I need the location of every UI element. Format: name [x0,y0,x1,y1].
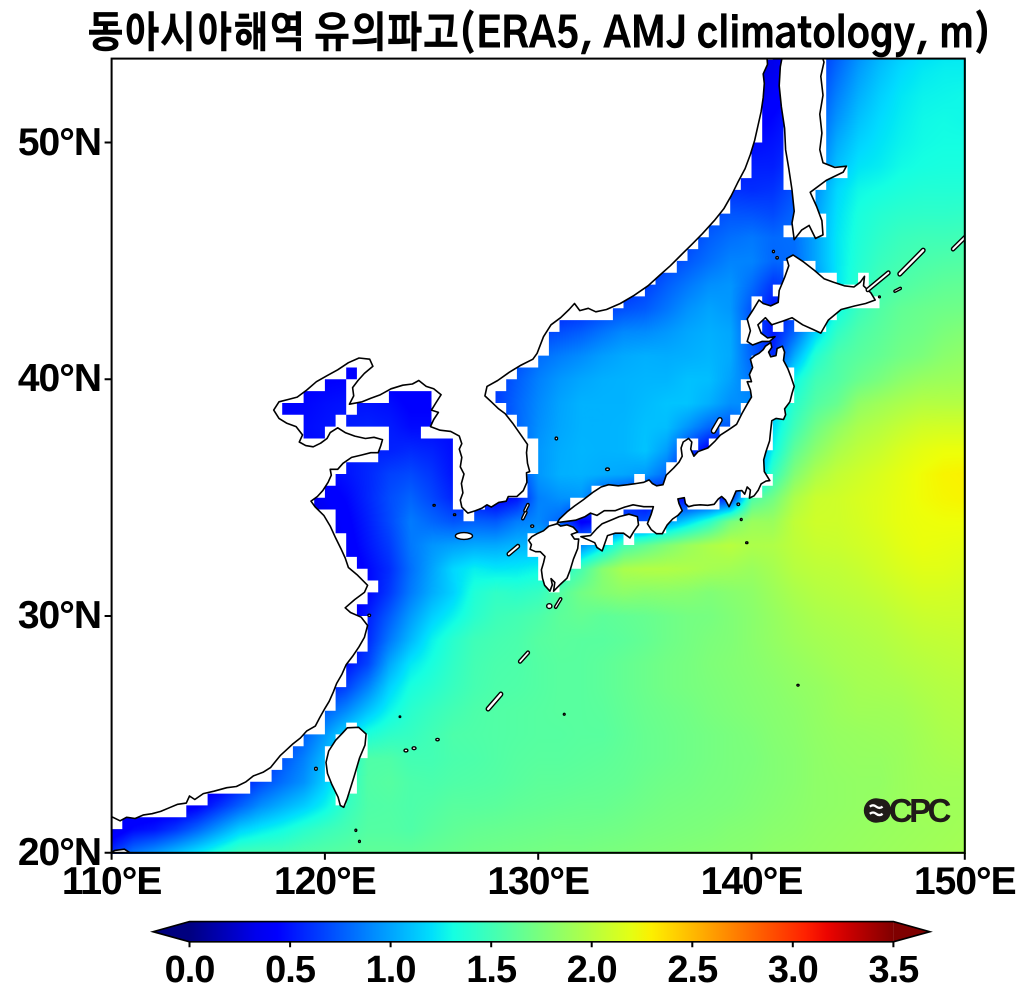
coastline-taiwan [325,726,367,809]
colorbar-tick-label: 2.0 [566,949,618,991]
colorbar-tick-label: 2.5 [667,949,718,991]
island [506,543,521,557]
ocpc-logo-disc [863,798,889,823]
coastline-shikoku [580,513,640,552]
colorbar-tick-label: 0.0 [164,949,216,991]
island [454,531,474,541]
island [313,766,318,772]
colorbar-tick-label: 3.0 [767,949,819,991]
ocean-wave-icon [869,804,884,817]
x-tick-label: 150°E [913,860,1017,903]
island [435,737,440,742]
island [562,712,566,716]
island [485,691,504,712]
island [771,249,776,254]
coastline-kyushu [527,522,580,592]
island [357,839,362,844]
island [865,270,891,293]
island [553,597,563,610]
coastline-mainland [111,58,769,822]
island [354,828,358,833]
island [739,517,743,522]
colorbar [150,920,933,948]
y-tick-label: 50°N [17,120,102,164]
island [432,503,436,507]
island [523,502,530,513]
colorbar-left-arrow [153,921,190,942]
island [398,715,402,719]
island [367,613,372,618]
y-tick-label: 40°N [17,357,102,401]
coastline-sakhalin [778,58,848,241]
island [893,286,902,293]
y-tick-label: 20°N [17,830,102,874]
island [403,748,409,753]
x-axis-ticks [110,852,966,860]
coastline-hokkaido [746,254,876,346]
island [554,436,559,441]
x-tick-label: 120°E [274,860,377,903]
colorbar-right-arrow [893,921,930,942]
title-glyphs [89,9,987,58]
colorbar-tick-label: 1.5 [466,949,517,991]
island [530,524,535,528]
y-tick-label: 30°N [17,594,102,638]
colorbar-body [189,921,894,942]
island [452,513,457,517]
coastline-honshu [556,341,795,535]
island [521,510,528,521]
ocpc-watermark: OCPC [863,792,954,829]
island [604,467,611,472]
x-tick-label: 110°E [61,860,163,903]
x-tick-label: 140°E [700,860,804,903]
island [745,541,749,545]
island [736,502,741,507]
colorbar-tick-label: 1.0 [365,949,417,991]
island [710,417,723,434]
x-tick-label: 130°E [487,860,590,903]
island [897,247,926,277]
title-glyph-path [89,9,987,58]
island [546,603,553,610]
island [796,683,800,687]
colorbar-tick-label: 0.5 [265,949,316,991]
island [950,234,965,252]
map-clip-group [111,58,965,853]
colorbar-tick-label: 3.5 [868,949,919,991]
colorbar-ticks [188,941,895,948]
island [775,255,779,260]
island [411,746,417,751]
island [517,650,531,664]
y-axis-ticks [104,141,112,854]
island [877,295,881,299]
